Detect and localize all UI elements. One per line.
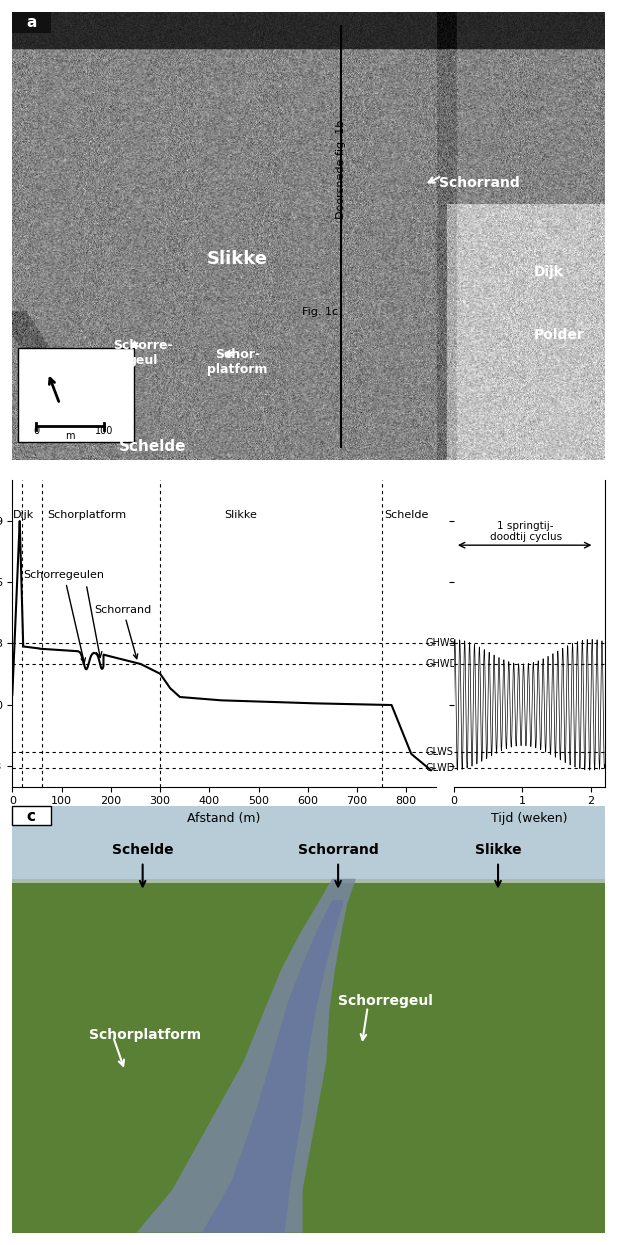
Text: Schorrand: Schorrand [439,176,520,189]
Polygon shape [202,900,344,1233]
Text: Schor-
platform: Schor- platform [207,347,268,376]
Text: Slikke: Slikke [474,843,521,858]
X-axis label: Tijd (weken): Tijd (weken) [491,812,568,825]
Text: Fig. 1c: Fig. 1c [302,308,338,317]
Text: GLWS: GLWS [425,747,453,757]
Text: Dijk: Dijk [534,265,563,279]
Text: c: c [27,808,36,824]
Text: Schorrand: Schorrand [298,843,378,858]
Text: Slikke: Slikke [207,249,268,268]
FancyBboxPatch shape [12,883,605,1233]
Text: GLWD: GLWD [425,763,454,773]
Text: Dijk: Dijk [14,510,35,520]
FancyBboxPatch shape [12,879,605,913]
Text: Polder: Polder [534,327,584,341]
Polygon shape [137,879,356,1233]
FancyBboxPatch shape [12,807,51,825]
Text: 0: 0 [33,426,39,436]
Text: Schorrand: Schorrand [94,605,152,659]
Text: Schorregeul: Schorregeul [338,994,433,1008]
FancyBboxPatch shape [12,807,605,883]
Text: m: m [65,431,75,441]
Text: GHWD: GHWD [425,659,457,669]
FancyBboxPatch shape [19,349,134,442]
Text: Schorplatform: Schorplatform [47,510,126,520]
Text: a: a [26,15,36,30]
Text: Schorplatform: Schorplatform [89,1028,202,1042]
Text: Schorre-
geul: Schorre- geul [113,339,173,366]
Text: Schelde: Schelde [119,439,186,454]
Text: Schelde: Schelde [112,843,173,858]
Text: Schelde: Schelde [384,510,429,520]
Text: 1 springtij-
doodtij cyclus: 1 springtij- doodtij cyclus [490,520,561,543]
Text: GHWS: GHWS [425,639,455,649]
X-axis label: Afstand (m): Afstand (m) [188,812,261,825]
Text: Slikke: Slikke [224,510,257,520]
Text: Doorsnede fig. 1b: Doorsnede fig. 1b [336,120,346,219]
Text: Schorregeulen: Schorregeulen [23,570,104,662]
Text: 100: 100 [95,426,114,436]
FancyBboxPatch shape [12,12,51,32]
